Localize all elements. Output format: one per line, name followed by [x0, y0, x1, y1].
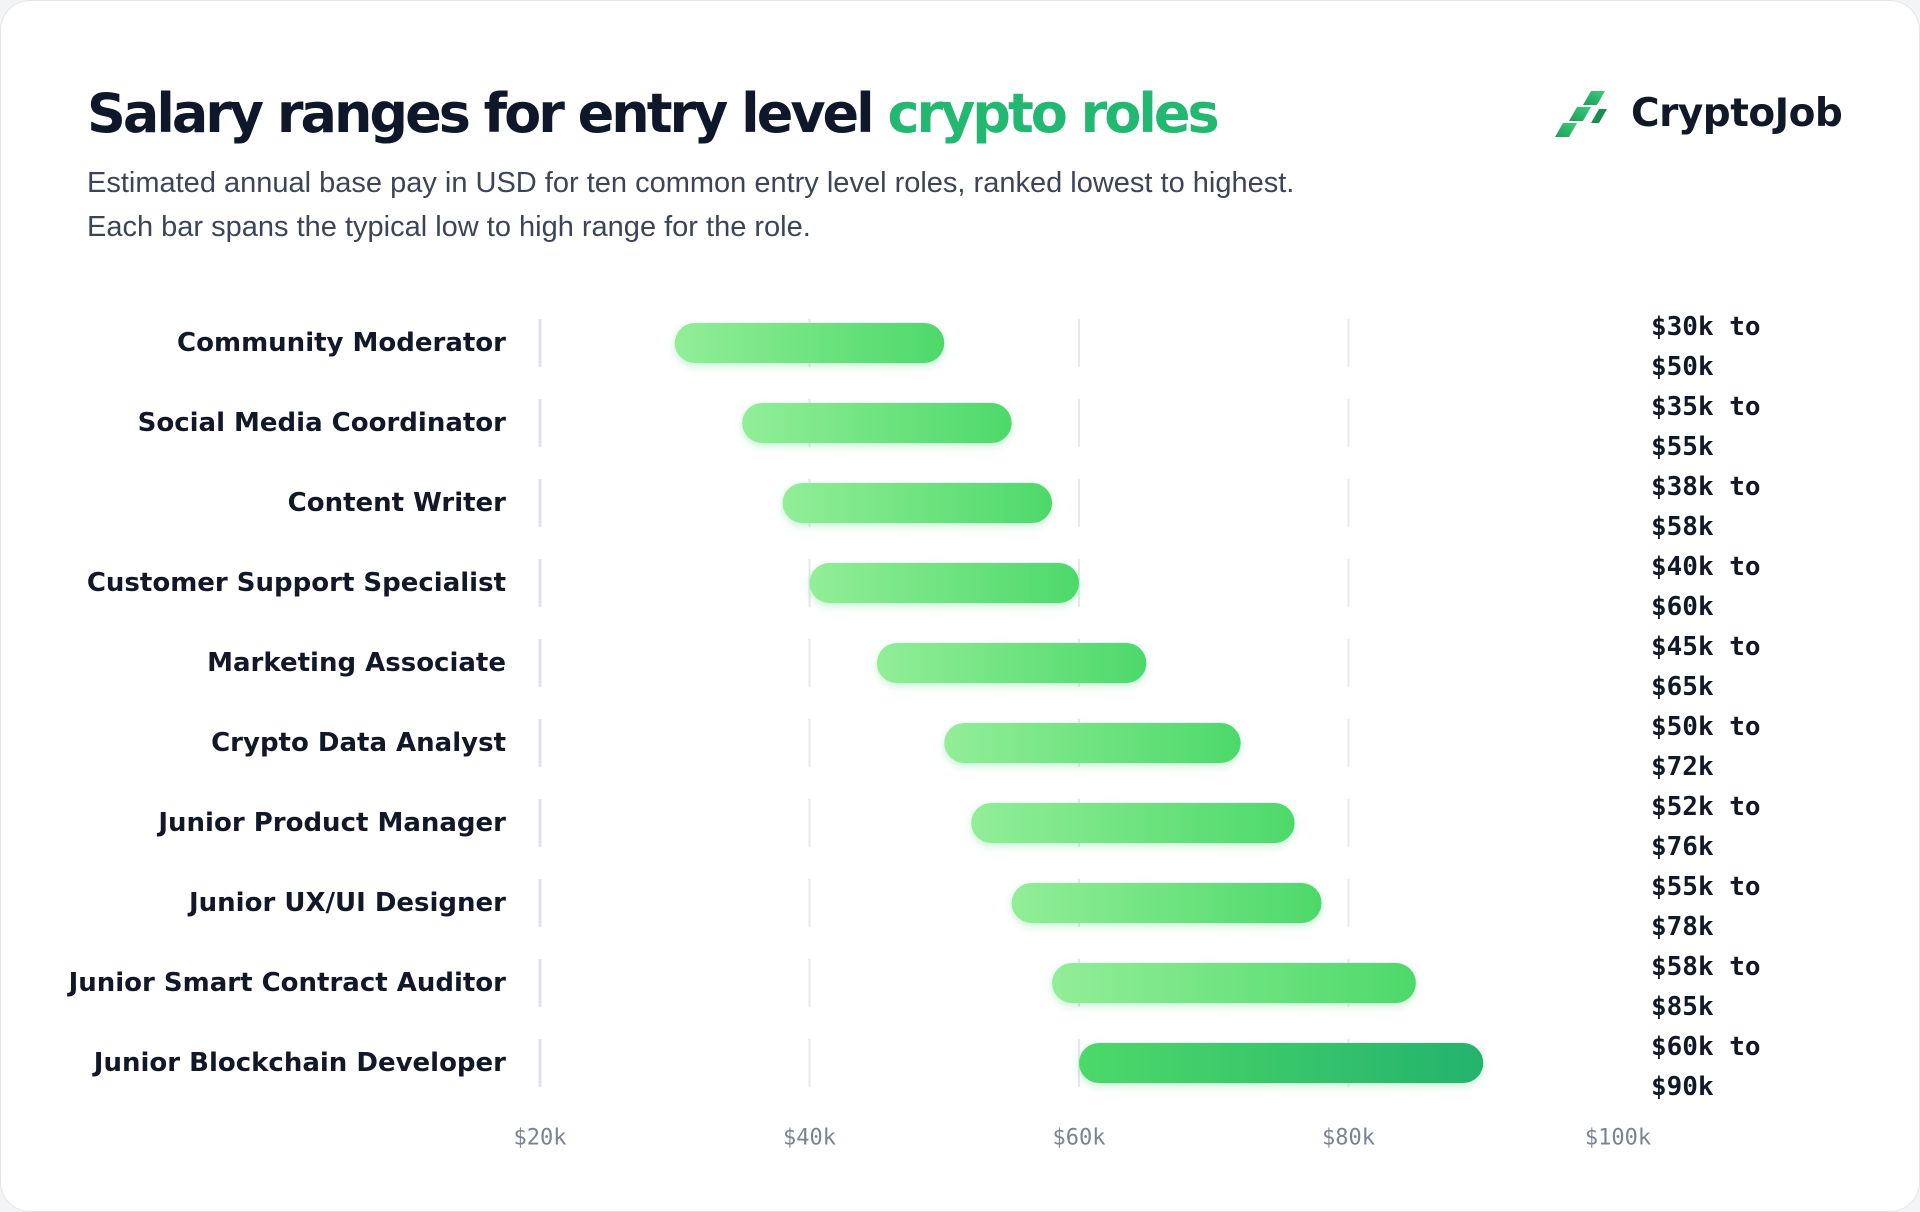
range-label: $58k to $85k [1651, 952, 1761, 1022]
subtitle-line-1: Estimated annual base pay in USD for ten… [87, 167, 1295, 199]
chart-title: Salary ranges for entry level crypto rol… [87, 79, 1220, 149]
range-bar [944, 723, 1241, 763]
role-label: Customer Support Specialist [87, 568, 506, 598]
role-label: Junior Smart Contract Auditor [67, 968, 507, 998]
role-label: Junior Product Manager [156, 808, 506, 838]
range-label: $52k to $76k [1651, 792, 1761, 862]
role-label: Content Writer [288, 488, 507, 518]
role-label: Marketing Associate [207, 648, 506, 678]
x-tick-label: $100k [1585, 1126, 1651, 1151]
range-bar [1052, 963, 1416, 1003]
range-bar [782, 483, 1053, 523]
range-label: $55k to $78k [1651, 872, 1761, 942]
cryptojob-logo-icon [1555, 91, 1607, 137]
title-accent: crypto roles [887, 82, 1219, 145]
range-bar [1079, 1043, 1484, 1083]
x-tick-label: $60k [1053, 1126, 1106, 1151]
x-tick-label: $40k [783, 1126, 836, 1151]
range-label: $30k to $50k [1651, 312, 1761, 382]
range-bar [971, 803, 1295, 843]
x-tick-label: $20k [514, 1126, 567, 1151]
role-label: Social Media Coordinator [138, 408, 507, 438]
range-label: $45k to $65k [1651, 632, 1761, 702]
brand-logo: CryptoJob [1553, 83, 1843, 143]
range-bar [674, 323, 945, 363]
x-tick-label: $80k [1322, 1126, 1375, 1151]
range-bar [742, 403, 1012, 443]
role-label: Crypto Data Analyst [211, 728, 506, 758]
range-label: $50k to $72k [1651, 712, 1761, 782]
title-main: Salary ranges for entry level [87, 82, 875, 145]
role-label: Community Moderator [177, 328, 506, 358]
range-label: $60k to $90k [1651, 1032, 1761, 1102]
role-label: Junior UX/UI Designer [187, 888, 506, 918]
range-bar [809, 563, 1079, 603]
range-bar [1011, 883, 1322, 923]
range-label: $35k to $55k [1651, 392, 1761, 462]
subtitle-line-2: Each bar spans the typical low to high r… [87, 211, 811, 243]
range-bar [876, 643, 1147, 683]
role-label: Junior Blockchain Developer [92, 1048, 506, 1078]
chart-subtitle: Estimated annual base pay in USD for ten… [87, 161, 1294, 249]
range-label: $38k to $58k [1651, 472, 1761, 542]
brand-name: CryptoJob [1631, 90, 1843, 136]
range-label: $40k to $60k [1651, 552, 1761, 622]
